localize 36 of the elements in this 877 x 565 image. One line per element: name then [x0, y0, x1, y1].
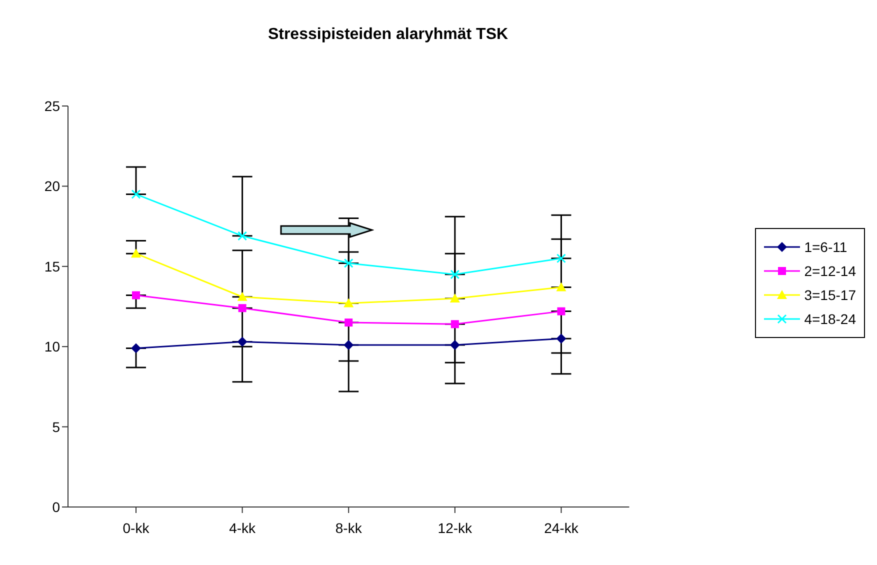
point	[557, 307, 566, 316]
y-tick-label: 10	[44, 338, 60, 355]
x-tick-label: 12-kk	[438, 520, 474, 536]
point	[237, 336, 248, 347]
point	[344, 340, 354, 350]
point	[556, 334, 566, 344]
y-tick-label: 5	[52, 418, 60, 435]
x-tick-label: 0-kk	[122, 520, 150, 536]
x-tick-label: 8-kk	[335, 520, 363, 536]
legend-label: 1=6-11	[804, 238, 848, 254]
point	[450, 320, 459, 328]
point	[556, 254, 566, 264]
point	[131, 343, 141, 354]
point	[131, 248, 141, 258]
y-tick-label: 25	[44, 98, 60, 114]
y-tick-label: 0	[52, 498, 60, 515]
point	[132, 291, 140, 300]
chart-title: Stressipisteiden alaryhmät TSK	[266, 26, 510, 44]
point	[556, 282, 566, 292]
point	[450, 270, 460, 280]
point	[238, 231, 248, 241]
point	[344, 258, 354, 268]
x-tick-label: 24-kk	[544, 520, 580, 536]
legend-label: 4=18-24	[804, 310, 856, 326]
x-tick-label: 4-kk	[229, 520, 257, 536]
point	[131, 189, 141, 199]
point	[238, 304, 246, 312]
point	[450, 340, 460, 350]
point	[344, 298, 354, 308]
point	[237, 292, 248, 301]
y-tick-label: 20	[44, 178, 60, 194]
y-tick-label: 15	[44, 258, 60, 274]
legend-label: 3=15-17	[804, 286, 856, 302]
point	[344, 318, 353, 327]
point	[450, 293, 460, 302]
legend-label: 2=12-14	[804, 262, 856, 278]
